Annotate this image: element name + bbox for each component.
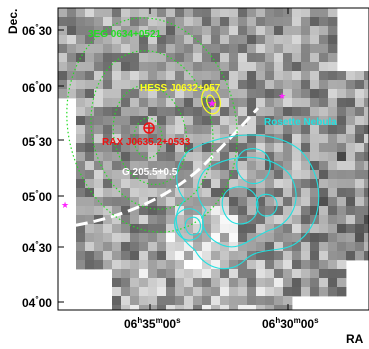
label-snr: G 205.5+0.5	[122, 167, 178, 178]
plot-frame	[57, 7, 369, 311]
x-tick-label: 06h35m00s	[124, 316, 181, 331]
label-rosette: Rosette Nebula	[264, 117, 337, 128]
egret-contours	[66, 17, 238, 233]
greyscale-survey-image	[58, 8, 369, 310]
y-tick-label: 06°30	[22, 23, 52, 38]
label-egret: 3EG 0634+0521	[88, 29, 162, 40]
rosette-contours	[174, 134, 320, 270]
hess-contours	[201, 87, 221, 115]
axis-ticks	[58, 8, 289, 310]
y-tick-labels: 06°30 06°00 05°30 05°00 04°30 04°00	[22, 23, 52, 310]
y-tick-label: 06°00	[22, 80, 52, 95]
y-tick-label: 05°00	[22, 189, 52, 204]
label-hess: HESS J0632+057	[140, 83, 221, 94]
y-tick-label: 05°30	[22, 134, 52, 149]
y-tick-label: 04°00	[22, 295, 52, 310]
y-axis-label: Dec.	[6, 9, 20, 34]
rosat-source-marker	[143, 122, 155, 134]
x-axis-label: RA	[346, 332, 364, 346]
magenta-star-marker: ★	[61, 200, 69, 210]
label-rosat: RAX J0635.2+0533	[102, 137, 191, 148]
snr-shell-dashed-arc	[58, 106, 260, 230]
y-tick-label: 04°30	[22, 240, 52, 255]
x-tick-label: 06h30m00s	[262, 316, 319, 331]
magenta-star-marker: ★	[278, 91, 286, 101]
magenta-star-marker: ★	[207, 98, 217, 110]
